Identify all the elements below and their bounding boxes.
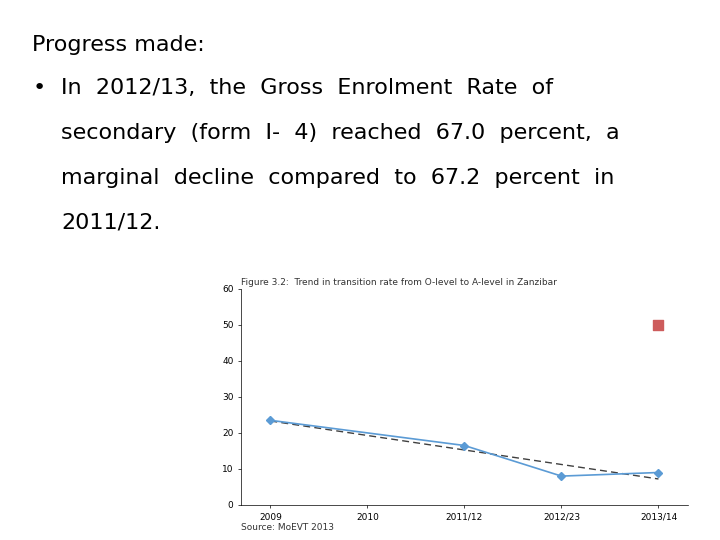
Text: •: •	[32, 78, 45, 98]
Text: Source: MoEVT 2013: Source: MoEVT 2013	[241, 523, 334, 532]
Text: secondary  (form  I-  4)  reached  67.0  percent,  a: secondary (form I- 4) reached 67.0 perce…	[61, 123, 620, 143]
Text: marginal  decline  compared  to  67.2  percent  in: marginal decline compared to 67.2 percen…	[61, 168, 615, 188]
Text: Progress made:: Progress made:	[32, 35, 205, 55]
Text: Figure 3.2:  Trend in transition rate from O-level to A-level in Zanzibar: Figure 3.2: Trend in transition rate fro…	[241, 278, 557, 287]
Text: In  2012/13,  the  Gross  Enrolment  Rate  of: In 2012/13, the Gross Enrolment Rate of	[61, 78, 554, 98]
Point	[653, 321, 665, 329]
Text: 2011/12.: 2011/12.	[61, 213, 161, 233]
